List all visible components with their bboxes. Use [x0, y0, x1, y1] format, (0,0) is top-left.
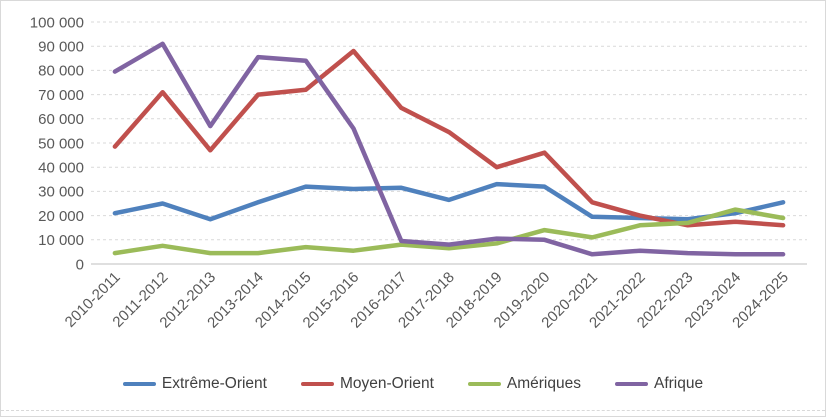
- legend-item-afrique[interactable]: Afrique: [614, 375, 704, 393]
- legend-swatch-afrique: [614, 381, 648, 387]
- worksheet-gridline: [1, 410, 825, 411]
- legend-label: Afrique: [653, 375, 704, 393]
- legend-item-ameriques[interactable]: Amériques: [467, 375, 581, 393]
- chart-legend: Extrême-Orient Moyen-Orient Amériques Afriq…: [1, 367, 825, 401]
- legend-swatch-ameriques: [467, 381, 501, 387]
- legend-label: Moyen-Orient: [339, 375, 434, 393]
- y-tick-label: 60 000: [38, 111, 84, 128]
- legend-item-moyen-orient[interactable]: Moyen-Orient: [300, 375, 434, 393]
- legend-label: Amériques: [506, 375, 581, 393]
- y-tick-label: 30 000: [38, 184, 84, 201]
- y-tick-label: 20 000: [38, 208, 84, 225]
- legend-swatch-extreme-orient: [122, 381, 156, 387]
- y-tick-label: 0: [76, 256, 84, 273]
- legend-swatch-moyen-orient: [300, 381, 334, 387]
- series-line-afrique[interactable]: [112, 41, 786, 257]
- series-line-extreme-orient[interactable]: [112, 181, 786, 222]
- legend-label: Extrême-Orient: [161, 375, 267, 393]
- y-tick-label: 50 000: [38, 135, 84, 152]
- y-tick-label: 90 000: [38, 38, 84, 55]
- y-tick-label: 40 000: [38, 159, 84, 176]
- y-tick-label: 70 000: [38, 87, 84, 104]
- y-tick-label: 100 000: [30, 14, 84, 31]
- series-line-ameriques[interactable]: [112, 207, 786, 256]
- y-tick-label: 80 000: [38, 63, 84, 80]
- y-tick-label: 10 000: [38, 232, 84, 249]
- legend-item-extreme-orient[interactable]: Extrême-Orient: [122, 375, 267, 393]
